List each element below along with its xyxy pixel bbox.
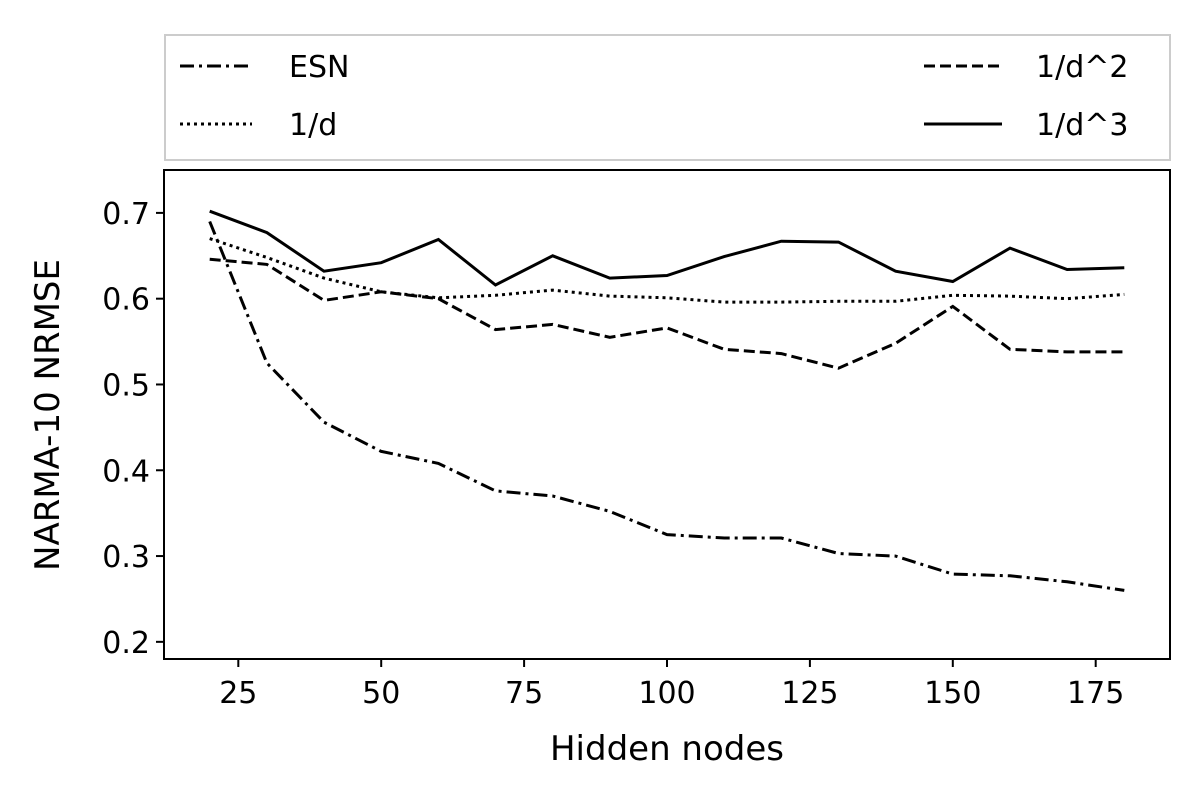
legend-label-1-over-d: 1/d [289, 108, 337, 143]
x-axis-label: Hidden nodes [550, 729, 784, 769]
x-axis-ticks: 25 50 75 100 125 150 175 [219, 659, 1124, 711]
legend-frame [164, 34, 1171, 161]
series-line-1-over-d [209, 237, 1125, 304]
x-tick-label: 175 [1067, 676, 1124, 711]
y-tick-label: 0.4 [102, 454, 150, 489]
legend-label-1-over-d3: 1/d^3 [1036, 108, 1128, 143]
y-tick-label: 0.7 [102, 197, 150, 232]
y-tick-label: 0.2 [102, 626, 150, 661]
x-tick-label: 100 [638, 676, 695, 711]
x-tick-label: 125 [781, 676, 838, 711]
y-axis-ticks: 0.2 0.3 0.4 0.5 0.6 0.7 [102, 197, 164, 661]
series-lines [208, 209, 1125, 592]
legend: ESN 1/d 1/d^2 1/d^3 [164, 34, 1171, 161]
y-tick-label: 0.5 [102, 368, 150, 403]
x-tick-label: 75 [505, 676, 543, 711]
y-tick-label: 0.6 [102, 283, 150, 318]
y-tick-label: 0.3 [102, 540, 150, 575]
series-line-esn [208, 220, 1125, 592]
x-tick-label: 50 [362, 676, 400, 711]
x-tick-label: 25 [219, 676, 257, 711]
legend-label-esn: ESN [289, 50, 349, 85]
y-axis-label: NARMA-10 NRMSE [28, 259, 68, 571]
legend-label-1-over-d2: 1/d^2 [1036, 50, 1128, 85]
x-tick-label: 150 [924, 676, 981, 711]
series-line-1-over-d3 [209, 209, 1125, 287]
series-line-1-over-d2 [209, 257, 1125, 370]
